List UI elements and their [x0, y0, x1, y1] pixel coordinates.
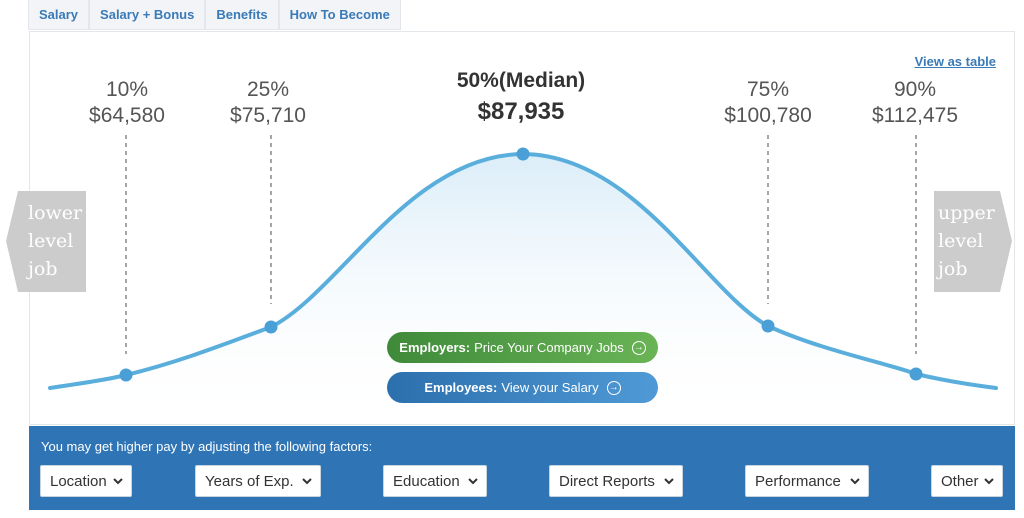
chevron-down-icon: [850, 478, 860, 485]
chevron-down-icon: [302, 478, 312, 485]
median-value: $87,935: [477, 98, 565, 125]
other-select-value: Other: [941, 472, 979, 490]
salary-distribution-curve: [48, 135, 998, 426]
marker-90: [909, 367, 923, 381]
employers-label: Employers:: [399, 340, 471, 355]
marker-50: [516, 147, 530, 161]
upper-level-job-button[interactable]: upper level job: [934, 191, 1014, 297]
direct-reports-select[interactable]: Direct Reports: [549, 465, 683, 497]
direct-reports-select-value: Direct Reports: [559, 472, 655, 490]
percentile-10-label: 10%: [105, 78, 149, 101]
percentile-10-value: $64,580: [89, 104, 165, 127]
years-of-exp-select-value: Years of Exp.: [205, 472, 294, 490]
median-label: 50%(Median): [456, 69, 586, 92]
percentile-10: 10% $64,580: [89, 77, 165, 129]
education-select[interactable]: Education: [383, 465, 487, 497]
tab-how-to-become[interactable]: How To Become: [278, 0, 401, 30]
employers-price-jobs-button[interactable]: Employers: Price Your Company Jobs →: [387, 332, 658, 363]
chevron-down-icon: [113, 478, 123, 485]
upper-word: upper: [938, 202, 995, 224]
salary-chart-panel: View as table 10% $64,580 25% $7: [29, 31, 1015, 426]
arrow-right-circle-icon: →: [606, 380, 621, 395]
left-arrow-shape: [6, 191, 86, 292]
tab-bar: Salary Salary + Bonus Benefits How To Be…: [28, 0, 401, 30]
percentile-90-value: $112,475: [871, 104, 959, 127]
performance-select[interactable]: Performance: [745, 465, 869, 497]
lower-word: lower: [28, 202, 83, 224]
factors-bar: You may get higher pay by adjusting the …: [29, 426, 1015, 510]
education-select-value: Education: [393, 472, 460, 490]
tab-salary-bonus[interactable]: Salary + Bonus: [89, 0, 206, 30]
curve-area-fill: [50, 154, 996, 426]
percentile-75-value: $100,780: [724, 104, 812, 127]
lower-level-job-label: lower level job: [28, 199, 82, 283]
percentile-75: 75% $100,780: [724, 77, 812, 129]
marker-75: [761, 319, 775, 333]
view-as-table-link[interactable]: View as table: [914, 54, 996, 69]
performance-select-value: Performance: [755, 472, 841, 490]
percentile-25-label: 25%: [246, 78, 290, 101]
job-word: job: [938, 258, 968, 280]
location-select[interactable]: Location: [40, 465, 132, 497]
tab-salary[interactable]: Salary: [28, 0, 90, 30]
other-select[interactable]: Other: [931, 465, 1003, 497]
percentile-25: 25% $75,710: [230, 77, 306, 129]
percentile-90: 90% $112,475: [872, 77, 958, 129]
marker-25: [264, 320, 278, 334]
lower-level-job-button[interactable]: lower level job: [6, 191, 86, 297]
percentile-75-label: 75%: [746, 78, 790, 101]
job-word: job: [28, 258, 58, 280]
percentile-25-value: $75,710: [230, 104, 306, 127]
tab-benefits[interactable]: Benefits: [205, 0, 279, 30]
chevron-down-icon: [984, 478, 994, 485]
level-word: level: [938, 230, 984, 252]
marker-10: [119, 368, 133, 382]
right-arrow-shape: [934, 191, 1012, 292]
employees-text: View your Salary: [501, 380, 599, 395]
percentile-median: 50%(Median) $87,935: [457, 68, 585, 128]
chevron-down-icon: [468, 478, 478, 485]
level-word: level: [28, 230, 74, 252]
location-select-value: Location: [50, 472, 107, 490]
percentile-90-label: 90%: [893, 78, 937, 101]
employers-text: Price Your Company Jobs: [474, 340, 624, 355]
factors-title: You may get higher pay by adjusting the …: [41, 439, 373, 454]
chevron-down-icon: [664, 478, 674, 485]
years-of-exp-select[interactable]: Years of Exp.: [195, 465, 321, 497]
arrow-right-circle-icon: →: [631, 340, 646, 355]
employees-view-salary-button[interactable]: Employees: View your Salary →: [387, 372, 658, 403]
employees-label: Employees:: [424, 380, 498, 395]
upper-level-job-label: upper level job: [938, 199, 995, 283]
percentile-markers: [119, 147, 923, 382]
